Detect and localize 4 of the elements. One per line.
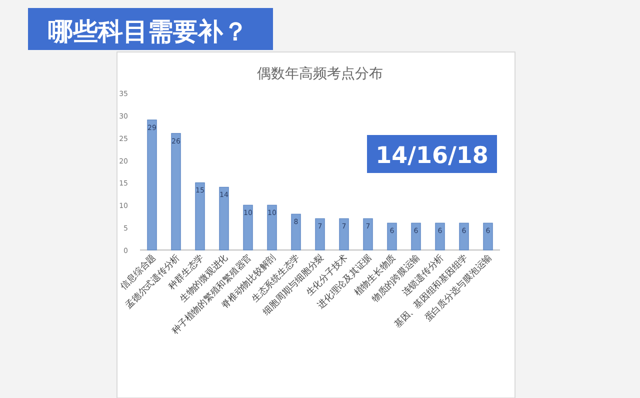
annotation: 14/16/18 bbox=[376, 143, 488, 169]
chart-subtitle: 偶数年高频考点分布 bbox=[257, 66, 383, 82]
chart-title: 哪些科目需要补？ bbox=[48, 17, 248, 46]
heading: 哪些科目需要补？ bbox=[28, 8, 273, 50]
